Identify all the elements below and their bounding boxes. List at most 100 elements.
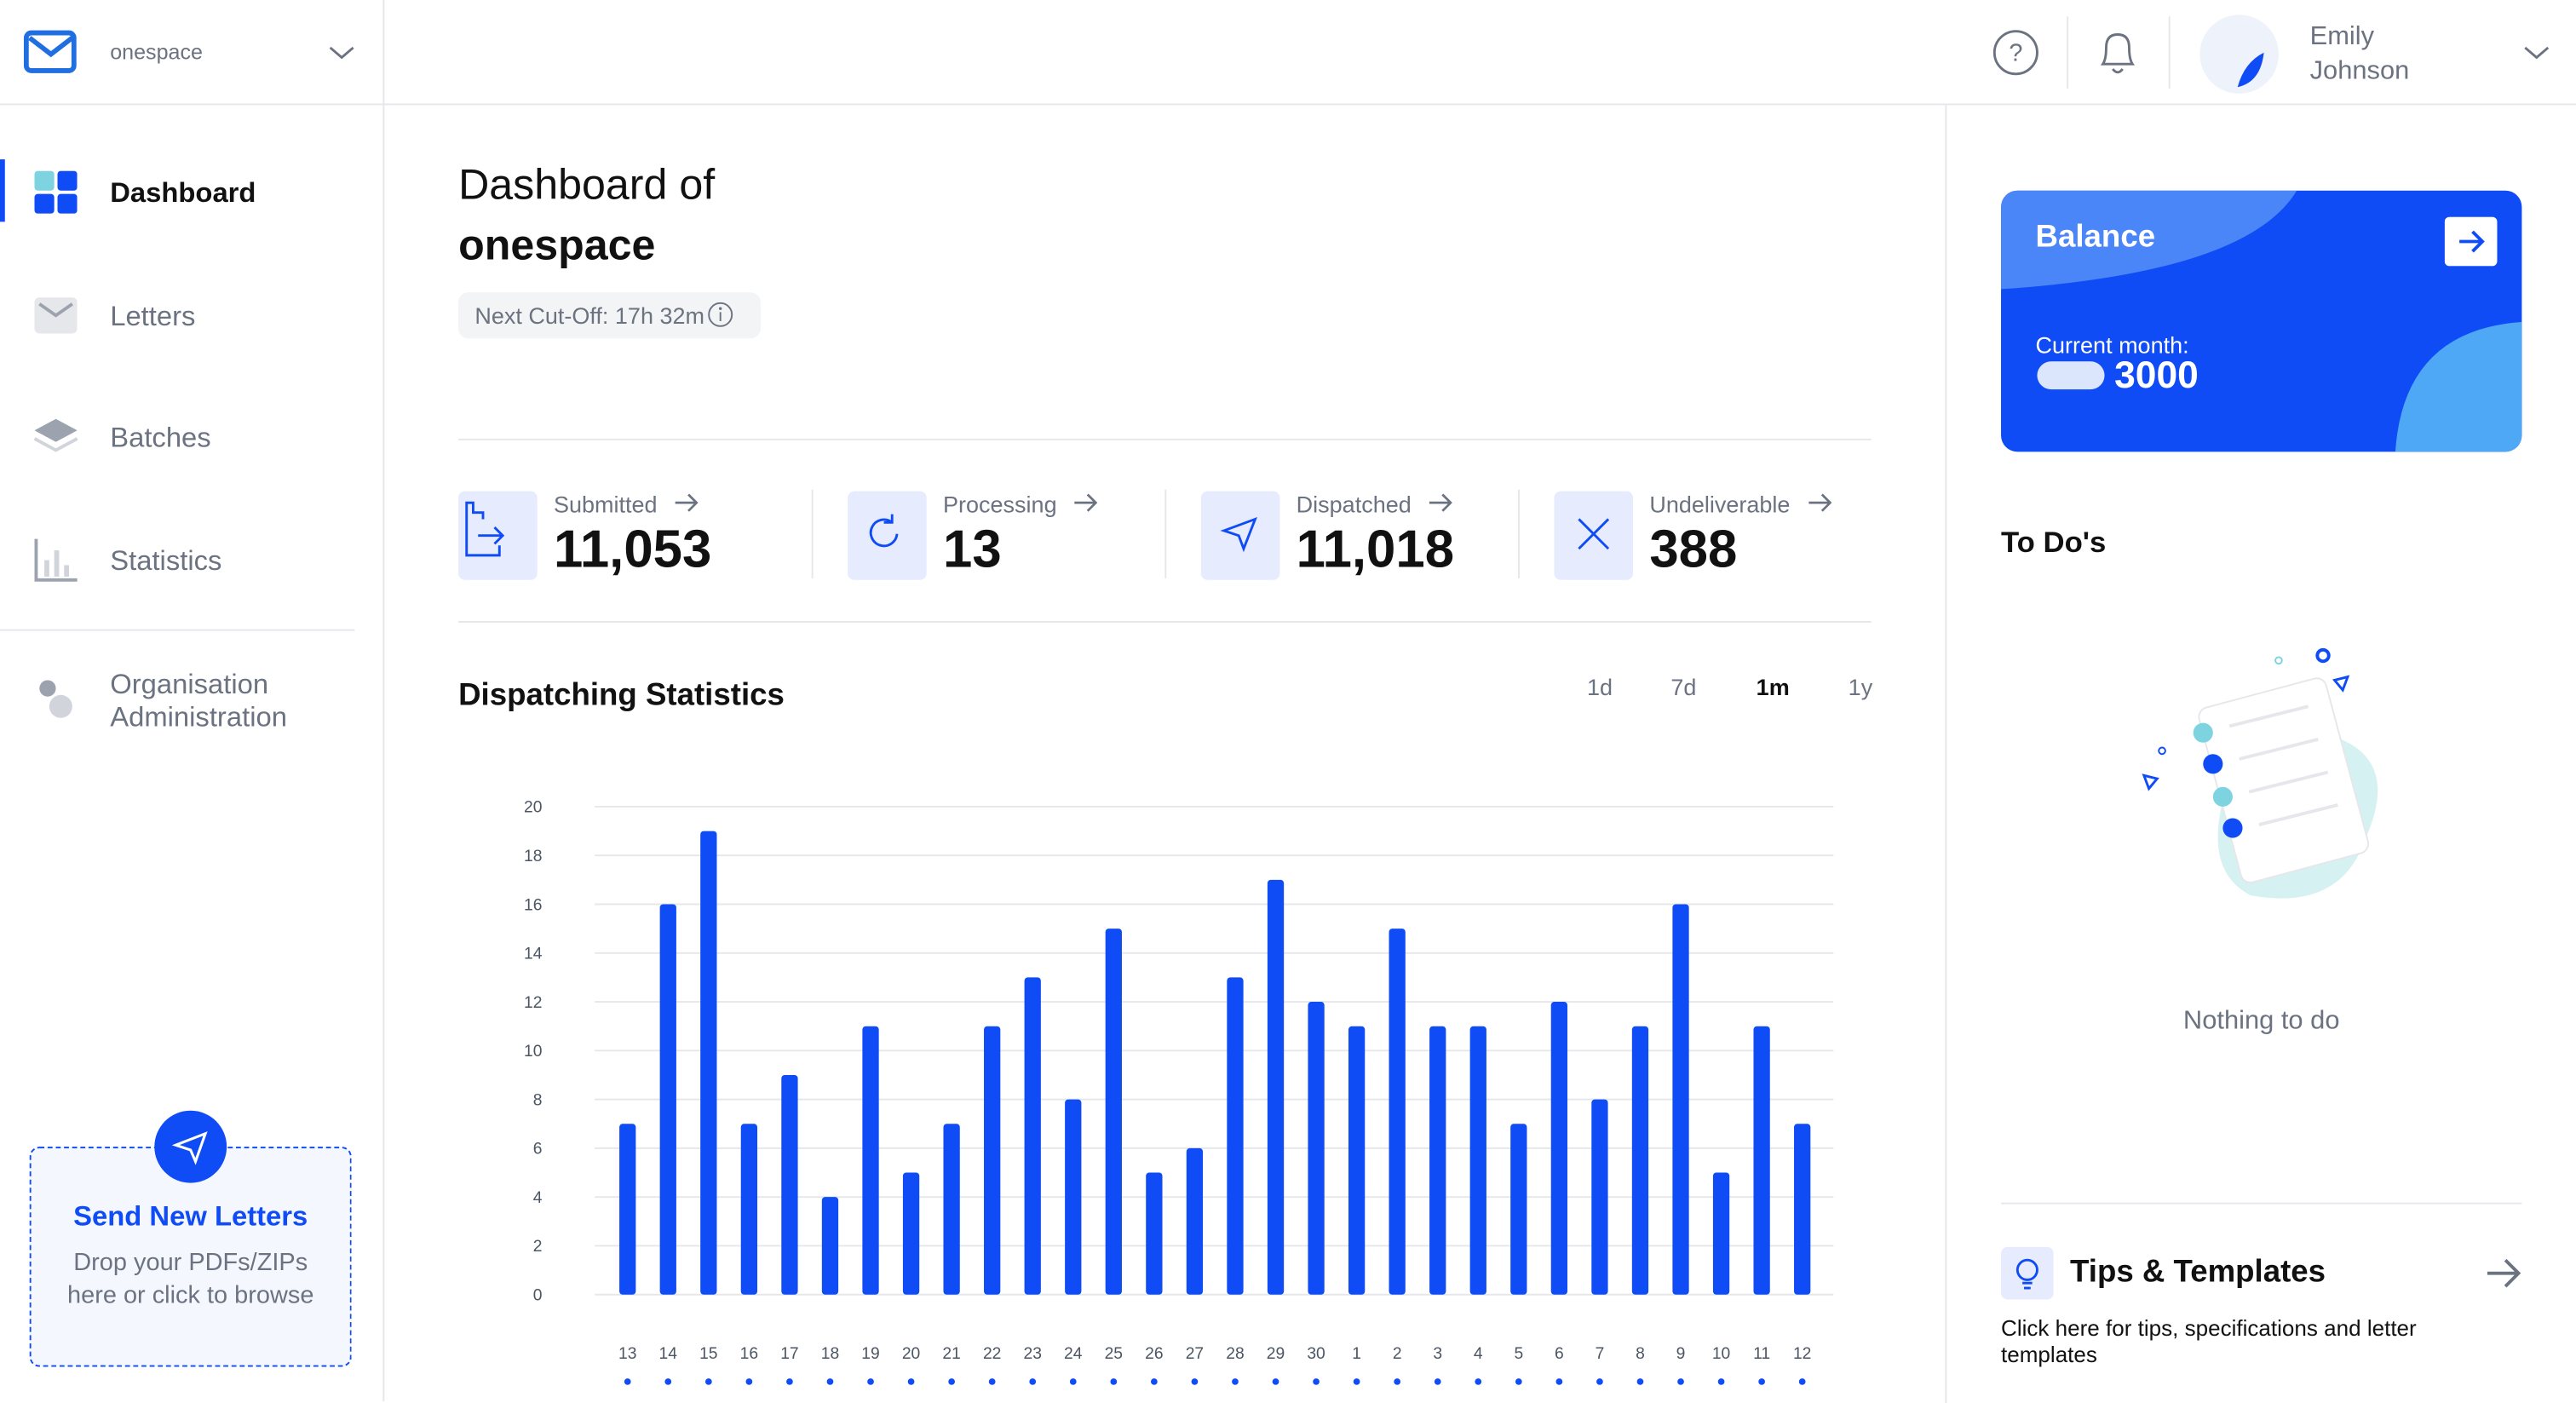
upload-line: here or click to browse (67, 1281, 314, 1310)
x-tick-label: 4 (1474, 1345, 1483, 1363)
upload-line: Drop your PDFs/ZIPs (73, 1248, 308, 1277)
y-tick-label: 8 (533, 1091, 543, 1109)
x-dot (1677, 1378, 1684, 1385)
workspace-dropdown[interactable] (329, 44, 355, 60)
balance-arrow[interactable] (2444, 216, 2498, 267)
todos-title: To Do's (2001, 526, 2107, 559)
stat-arrow[interactable] (674, 490, 700, 525)
stat-sep (1518, 489, 1520, 578)
user-name[interactable]: Emily Johnson (2310, 20, 2410, 89)
x-dot (1636, 1378, 1644, 1385)
stat-label[interactable]: Submitted (553, 491, 658, 518)
nav-item[interactable]: Statistics (110, 545, 222, 577)
bar (781, 1074, 798, 1295)
x-tick-label: 23 (1024, 1345, 1042, 1363)
user-first: Emily (2309, 23, 2375, 51)
help-icon[interactable]: ? (1991, 28, 2040, 78)
send-button[interactable] (152, 1109, 228, 1185)
nav-item[interactable]: Organisation Administration (110, 669, 287, 734)
x-dot (826, 1378, 834, 1385)
x-tick-label: 22 (983, 1345, 1001, 1363)
bar (1469, 1026, 1486, 1295)
sep (458, 621, 1872, 623)
x-tick-label: 16 (740, 1345, 758, 1363)
balance-title: Balance (2035, 220, 2156, 255)
y-tick-label: 16 (524, 896, 542, 914)
bar (1227, 977, 1244, 1295)
nav-item[interactable]: Letters (110, 300, 196, 332)
x-tick-label: 20 (902, 1345, 920, 1363)
tips-icon (2001, 1246, 2054, 1300)
x-dot (988, 1378, 996, 1385)
x-tick-label: 30 (1307, 1345, 1325, 1363)
stat-value: 11,053 (553, 519, 712, 578)
y-tick-label: 10 (524, 1043, 542, 1061)
x-tick-label: 3 (1433, 1345, 1442, 1363)
stat-label[interactable]: Dispatched (1296, 491, 1412, 518)
x-tick-label: 18 (821, 1345, 839, 1363)
balance-mask (2037, 361, 2105, 390)
x-tick-label: 13 (618, 1345, 636, 1363)
x-tick-label: 2 (1393, 1345, 1402, 1363)
svg-text:?: ? (2009, 39, 2022, 66)
stat-arrow[interactable] (1072, 490, 1099, 525)
user-dropdown[interactable] (2523, 44, 2550, 60)
upload-box[interactable] (29, 1147, 352, 1367)
logo (23, 30, 77, 73)
stat-value: 11,018 (1296, 519, 1455, 578)
x-tick-label: 7 (1596, 1345, 1605, 1363)
x-dot (1596, 1378, 1603, 1385)
x-dot (1394, 1378, 1401, 1385)
bell-icon[interactable] (2096, 28, 2139, 78)
x-dot (1555, 1378, 1563, 1385)
panel-divider (1945, 105, 1947, 1403)
x-dot (907, 1378, 915, 1385)
stat-sep (1164, 489, 1167, 578)
bar (1024, 977, 1041, 1295)
stat-arrow[interactable] (1807, 490, 1833, 525)
tips-arrow[interactable] (2484, 1256, 2523, 1290)
bar (1429, 1026, 1446, 1295)
bar (1591, 1099, 1608, 1295)
stat-icon (458, 491, 538, 580)
stat-value: 388 (1649, 519, 1738, 578)
stat-arrow[interactable] (1428, 490, 1454, 525)
balance-card[interactable] (2001, 190, 2522, 452)
x-tick-label: 5 (1514, 1345, 1523, 1363)
workspace-name[interactable]: onespace (110, 39, 203, 65)
y-tick-label: 12 (524, 994, 542, 1012)
nav-line: Organisation (110, 668, 269, 700)
bar (740, 1124, 758, 1295)
x-dot (745, 1378, 753, 1385)
arrow (675, 493, 699, 512)
stat-value: 13 (943, 519, 1002, 578)
x-tick-label: 8 (1636, 1345, 1645, 1363)
range-tab[interactable]: 1y (1848, 673, 1873, 700)
y-tick-label: 0 (533, 1286, 543, 1304)
bar (659, 904, 676, 1295)
x-dot (1272, 1378, 1279, 1385)
stat-label[interactable]: Undeliverable (1649, 491, 1791, 518)
arrow (1429, 493, 1452, 512)
active-indicator (0, 159, 5, 222)
bar (1267, 879, 1285, 1295)
x-tick-label: 6 (1555, 1345, 1564, 1363)
nav-item[interactable]: Dashboard (110, 177, 256, 209)
range-tab[interactable]: 1m (1756, 673, 1790, 700)
tips-title[interactable]: Tips & Templates (2070, 1255, 2326, 1290)
stat-glyph (869, 514, 899, 548)
range-tab[interactable]: 1d (1587, 673, 1613, 700)
avatar[interactable] (2198, 13, 2280, 95)
info-icon[interactable] (706, 301, 734, 329)
nav-item[interactable]: Batches (110, 422, 211, 454)
range-tab[interactable]: 7d (1670, 673, 1697, 700)
x-tick-label: 17 (780, 1345, 798, 1363)
bar (700, 831, 717, 1295)
stat-label[interactable]: Processing (943, 491, 1057, 518)
bar (902, 1172, 920, 1295)
bar (1631, 1026, 1649, 1295)
bar (1672, 904, 1689, 1295)
bar (1753, 1026, 1770, 1295)
